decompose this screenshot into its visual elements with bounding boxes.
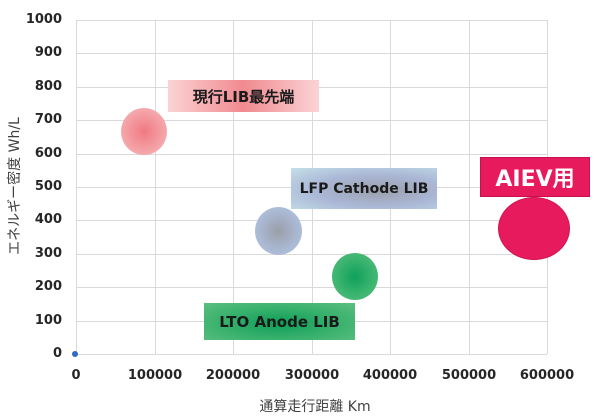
x-tick: 400000 [362, 368, 418, 383]
bubble-lfp [255, 207, 302, 255]
gridline [76, 20, 547, 21]
y-tick: 800 [34, 79, 62, 94]
y-tick: 900 [34, 45, 62, 60]
gridline [76, 154, 547, 155]
y-tick: 700 [34, 112, 62, 127]
y-tick: 1000 [25, 12, 62, 27]
gridline [76, 354, 547, 355]
y-tick: 0 [52, 346, 62, 361]
x-axis-title: 通算走行距離 Km [259, 399, 371, 415]
gridline [155, 20, 156, 354]
origin-point [72, 351, 78, 357]
gridline [233, 20, 234, 354]
gridline [76, 254, 547, 255]
gridline [76, 120, 547, 121]
gridline [76, 220, 547, 221]
bubble-current-lib [121, 108, 167, 155]
x-tick: 100000 [127, 368, 183, 383]
y-tick: 400 [34, 212, 62, 227]
y-tick: 600 [34, 146, 62, 161]
x-tick: 200000 [205, 368, 261, 383]
gridline [76, 20, 77, 354]
y-axis-title: エネルギー密度 Wh/L [7, 117, 23, 255]
gridline [469, 20, 470, 354]
y-tick: 100 [34, 313, 62, 328]
x-tick: 300000 [284, 368, 340, 383]
y-tick: 500 [34, 179, 62, 194]
bubble-lto [332, 253, 378, 300]
y-tick: 200 [34, 279, 62, 294]
label-current-lib: 現行LIB最先端 [168, 80, 319, 112]
label-lfp: LFP Cathode LIB [291, 168, 437, 209]
bubble-aiev [498, 197, 570, 260]
label-aiev: AIEV用 [480, 157, 590, 197]
gridline [76, 287, 547, 288]
y-tick: 300 [34, 246, 62, 261]
label-lto: LTO Anode LIB [204, 303, 355, 340]
x-tick: 0 [71, 368, 81, 383]
x-tick: 500000 [441, 368, 497, 383]
x-tick: 600000 [519, 368, 575, 383]
gridline [76, 53, 547, 54]
